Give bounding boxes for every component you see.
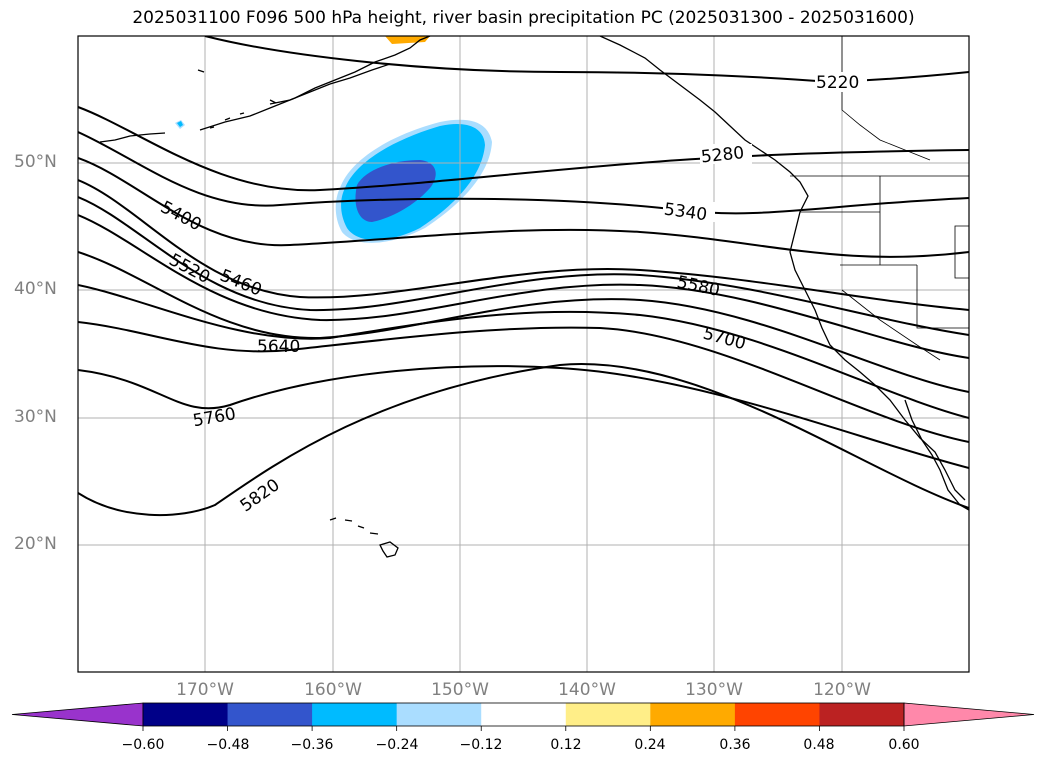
contour-5520 [78, 196, 969, 336]
contour-5640 [78, 251, 969, 393]
colorbar-tick-9: 0.48 [803, 737, 835, 753]
lat-label-50n: 50°N [14, 152, 57, 172]
colorbar-segment [481, 703, 567, 726]
contour-5820 [78, 365, 969, 469]
lat-label-30n: 30°N [14, 407, 57, 427]
contour-5280 [78, 106, 969, 192]
contour-label-5400: 5400 [157, 197, 205, 235]
contour-label-5820: 5820 [237, 475, 284, 516]
colorbar-tick-4: −0.24 [375, 737, 419, 753]
contour-5220 [204, 36, 969, 84]
baja-coast [904, 399, 969, 511]
colorbar-frame [142, 702, 905, 727]
coastlines [99, 36, 969, 558]
map-frame [77, 35, 970, 673]
lon-label-130w: 130°W [685, 680, 743, 700]
contour-label-5280: 5280 [700, 143, 745, 167]
gridlines [78, 36, 969, 672]
colorbar-segment [312, 703, 398, 726]
id-border [879, 176, 969, 279]
colorbar-tick-8: 0.36 [719, 737, 751, 753]
contour-5340 [78, 131, 969, 215]
contour-5760 [78, 321, 969, 443]
colorbar-segment [565, 703, 651, 726]
hawaii-islands [329, 517, 379, 535]
contour-5700 [78, 284, 969, 419]
colorbar-tick-2: −0.48 [206, 737, 250, 753]
lon-label-170w: 170°W [176, 680, 234, 700]
precip-small-spot-inner [177, 121, 183, 127]
contour-5880 [78, 363, 969, 517]
colorbar-segment [650, 703, 736, 726]
colorbar-tick-10: 0.60 [888, 737, 920, 753]
alaska-peninsula [269, 63, 391, 105]
colorbar-tick-5: −0.12 [459, 737, 503, 753]
lon-label-150w: 150°W [431, 680, 489, 700]
hawaii-main [379, 541, 399, 558]
colorbar-extend-low [11, 702, 144, 727]
lat-label-40n: 40°N [14, 279, 57, 299]
colorbar-tick-6: 0.12 [550, 737, 582, 753]
alaska-canada-border [841, 36, 931, 161]
lon-label-120w: 120°W [813, 680, 871, 700]
colorbar-tick-1: −0.60 [121, 737, 165, 753]
precip-dark-blue [355, 160, 436, 222]
contour-5400 [78, 157, 969, 258]
ca-nv-border [916, 265, 969, 329]
lon-label-160w: 160°W [304, 680, 362, 700]
precip-orange-edge [385, 36, 430, 44]
colorbar-segment [227, 703, 313, 726]
alaska-coast [99, 36, 431, 143]
colorbar-segment [143, 703, 229, 726]
colorbar [11, 702, 1035, 731]
lat-label-20n: 20°N [14, 534, 57, 554]
colorbar-tick-7: 0.24 [634, 737, 666, 753]
aleutian-dots [197, 69, 277, 129]
colorbar-segment [734, 703, 820, 726]
contour-5460 [78, 179, 969, 311]
contour-label-5220: 5220 [816, 73, 859, 93]
contour-label-5640: 5640 [257, 337, 300, 357]
precip-shading [175, 36, 492, 243]
panhandle-coast [599, 36, 966, 501]
colorbar-tick-3: −0.36 [290, 737, 334, 753]
colorbar-segment [396, 703, 482, 726]
map-title: 2025031100 F096 500 hPa height, river ba… [132, 8, 915, 28]
lon-label-140w: 140°W [558, 680, 616, 700]
nv-diagonal [841, 289, 941, 361]
height-contours [78, 36, 969, 517]
contour-5580 [78, 214, 969, 359]
colorbar-extend-high [903, 702, 1035, 727]
colorbar-segment [819, 703, 905, 726]
